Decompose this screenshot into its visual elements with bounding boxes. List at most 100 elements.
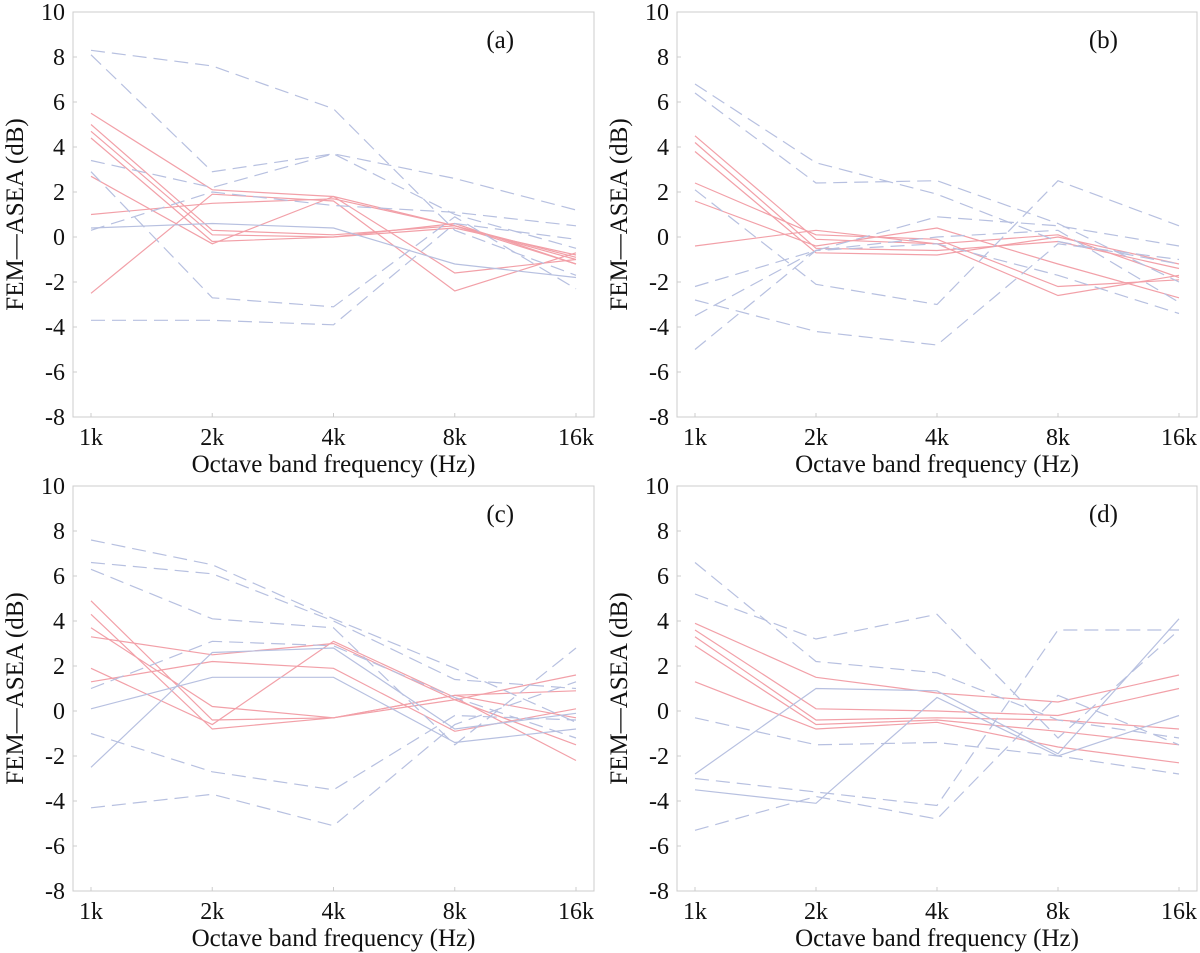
y-tick-label: 4 bbox=[657, 609, 669, 635]
x-axis-label: Octave band frequency (Hz) bbox=[192, 451, 476, 478]
series-line-blue-5 bbox=[694, 243, 1180, 346]
y-tick-label: -6 bbox=[649, 360, 669, 386]
y-tick-label: -2 bbox=[649, 270, 669, 296]
series-line-blue-2 bbox=[694, 593, 1180, 739]
y-tick-label: -8 bbox=[45, 879, 65, 905]
series-line-red-3 bbox=[90, 627, 577, 746]
series-line-red-1 bbox=[694, 622, 1180, 703]
x-axis-label: Octave band frequency (Hz) bbox=[795, 451, 1079, 478]
series-line-red-1 bbox=[90, 112, 577, 258]
chart-panel-3: -8 -6 -4 -2 0 2 4 6 8 10 1k 2k 4k 8k 16k Octave band fr… bbox=[606, 474, 1198, 952]
y-tick-label: 10 bbox=[645, 474, 669, 500]
series-line-blue-8 bbox=[90, 647, 577, 768]
x-tick-label: 8k bbox=[443, 425, 467, 451]
y-axis-label: FEM—ASEA (dB) bbox=[2, 118, 29, 310]
panel-label: (b) bbox=[1089, 27, 1118, 54]
plot-frame bbox=[72, 485, 595, 892]
y-tick-label: 4 bbox=[53, 135, 65, 161]
series-line-blue-2 bbox=[694, 92, 1180, 283]
y-tick-label: 10 bbox=[645, 0, 669, 26]
plot-frame bbox=[72, 11, 595, 418]
series-line-blue-4 bbox=[90, 171, 577, 308]
series-line-red-4 bbox=[694, 645, 1180, 746]
y-tick-label: 2 bbox=[53, 180, 65, 206]
series-line-red-5 bbox=[90, 640, 577, 762]
panel-label: (c) bbox=[486, 501, 514, 528]
x-tick-label: 4k bbox=[322, 425, 346, 451]
series-line-blue-4 bbox=[90, 640, 577, 739]
y-tick-label: 2 bbox=[53, 654, 65, 680]
y-axis-label: FEM—ASEA (dB) bbox=[2, 592, 29, 784]
y-tick-label: -4 bbox=[45, 789, 65, 815]
x-tick-label: 16k bbox=[1161, 425, 1197, 451]
y-tick-label: -8 bbox=[649, 879, 669, 905]
y-tick-label: 6 bbox=[657, 90, 669, 116]
y-tick-label: -2 bbox=[45, 744, 65, 770]
y-axis-label: FEM—ASEA (dB) bbox=[606, 592, 633, 784]
x-tick-label: 1k bbox=[79, 899, 103, 925]
panel-label: (d) bbox=[1089, 501, 1118, 528]
chart-panel-1: -8 -6 -4 -2 0 2 4 6 8 10 1k 2k 4k 8k 16k Octave band fr… bbox=[606, 0, 1198, 478]
panel-label: (a) bbox=[486, 27, 514, 54]
y-tick-label: 0 bbox=[657, 225, 669, 251]
y-tick-label: -6 bbox=[45, 834, 65, 860]
series-line-red-5 bbox=[694, 200, 1180, 299]
y-tick-label: -6 bbox=[45, 360, 65, 386]
chart-panel-2: -8 -6 -4 -2 0 2 4 6 8 10 1k 2k 4k 8k 16k Octave band fr… bbox=[2, 474, 595, 952]
plot-frame bbox=[676, 11, 1198, 418]
series-line-blue-1 bbox=[694, 562, 1180, 739]
series-line-blue-5 bbox=[694, 694, 1180, 831]
x-tick-label: 1k bbox=[683, 899, 707, 925]
y-tick-label: 8 bbox=[53, 45, 65, 71]
x-tick-label: 8k bbox=[443, 899, 467, 925]
series-line-blue-7 bbox=[90, 676, 577, 744]
x-tick-label: 4k bbox=[925, 425, 949, 451]
series-line-blue-4 bbox=[694, 629, 1179, 807]
x-tick-label: 8k bbox=[1046, 425, 1070, 451]
y-tick-label: -2 bbox=[649, 744, 669, 770]
y-tick-label: 0 bbox=[53, 699, 65, 725]
y-tick-label: 8 bbox=[657, 45, 669, 71]
y-tick-label: -4 bbox=[649, 789, 669, 815]
x-axis-label: Octave band frequency (Hz) bbox=[192, 925, 476, 952]
y-tick-label: 10 bbox=[41, 0, 65, 26]
series-line-blue-6 bbox=[90, 681, 577, 827]
y-tick-label: 2 bbox=[657, 654, 669, 680]
series-line-red-4 bbox=[694, 182, 1180, 288]
series-line-blue-3 bbox=[90, 153, 577, 249]
y-tick-label: -6 bbox=[649, 834, 669, 860]
y-tick-label: -8 bbox=[45, 405, 65, 431]
series-line-blue-3 bbox=[90, 568, 577, 746]
series-line-blue-2 bbox=[90, 561, 577, 690]
series-line-red-2 bbox=[694, 629, 1180, 717]
x-tick-label: 1k bbox=[79, 425, 103, 451]
series-line-blue-7 bbox=[694, 696, 1180, 804]
x-tick-label: 16k bbox=[558, 899, 594, 925]
series-line-blue-6 bbox=[91, 222, 577, 326]
y-axis-label: FEM—ASEA (dB) bbox=[606, 118, 633, 310]
series-line-blue-4 bbox=[694, 216, 1180, 288]
series-line-red-3 bbox=[694, 151, 1180, 265]
x-tick-label: 2k bbox=[200, 899, 224, 925]
series-line-red-3 bbox=[694, 636, 1180, 730]
series-line-blue-5 bbox=[90, 714, 577, 791]
series-line-red-4 bbox=[90, 636, 577, 701]
x-tick-label: 1k bbox=[683, 425, 707, 451]
y-tick-label: 6 bbox=[53, 90, 65, 116]
series-line-blue-6 bbox=[694, 229, 1180, 317]
series-line-blue-1 bbox=[90, 539, 577, 723]
y-tick-label: 4 bbox=[53, 609, 65, 635]
x-axis-label: Octave band frequency (Hz) bbox=[795, 925, 1079, 952]
series-line-red-2 bbox=[694, 142, 1180, 270]
y-tick-label: 0 bbox=[53, 225, 65, 251]
y-tick-label: 8 bbox=[657, 519, 669, 545]
series-line-blue-1 bbox=[90, 49, 577, 276]
y-tick-label: -4 bbox=[649, 315, 669, 341]
y-tick-label: 0 bbox=[657, 699, 669, 725]
series-line-blue-3 bbox=[694, 180, 1180, 306]
y-tick-label: 2 bbox=[657, 180, 669, 206]
x-tick-label: 2k bbox=[804, 425, 828, 451]
series-line-red-3 bbox=[90, 130, 577, 265]
series-line-blue-1 bbox=[694, 83, 1180, 265]
